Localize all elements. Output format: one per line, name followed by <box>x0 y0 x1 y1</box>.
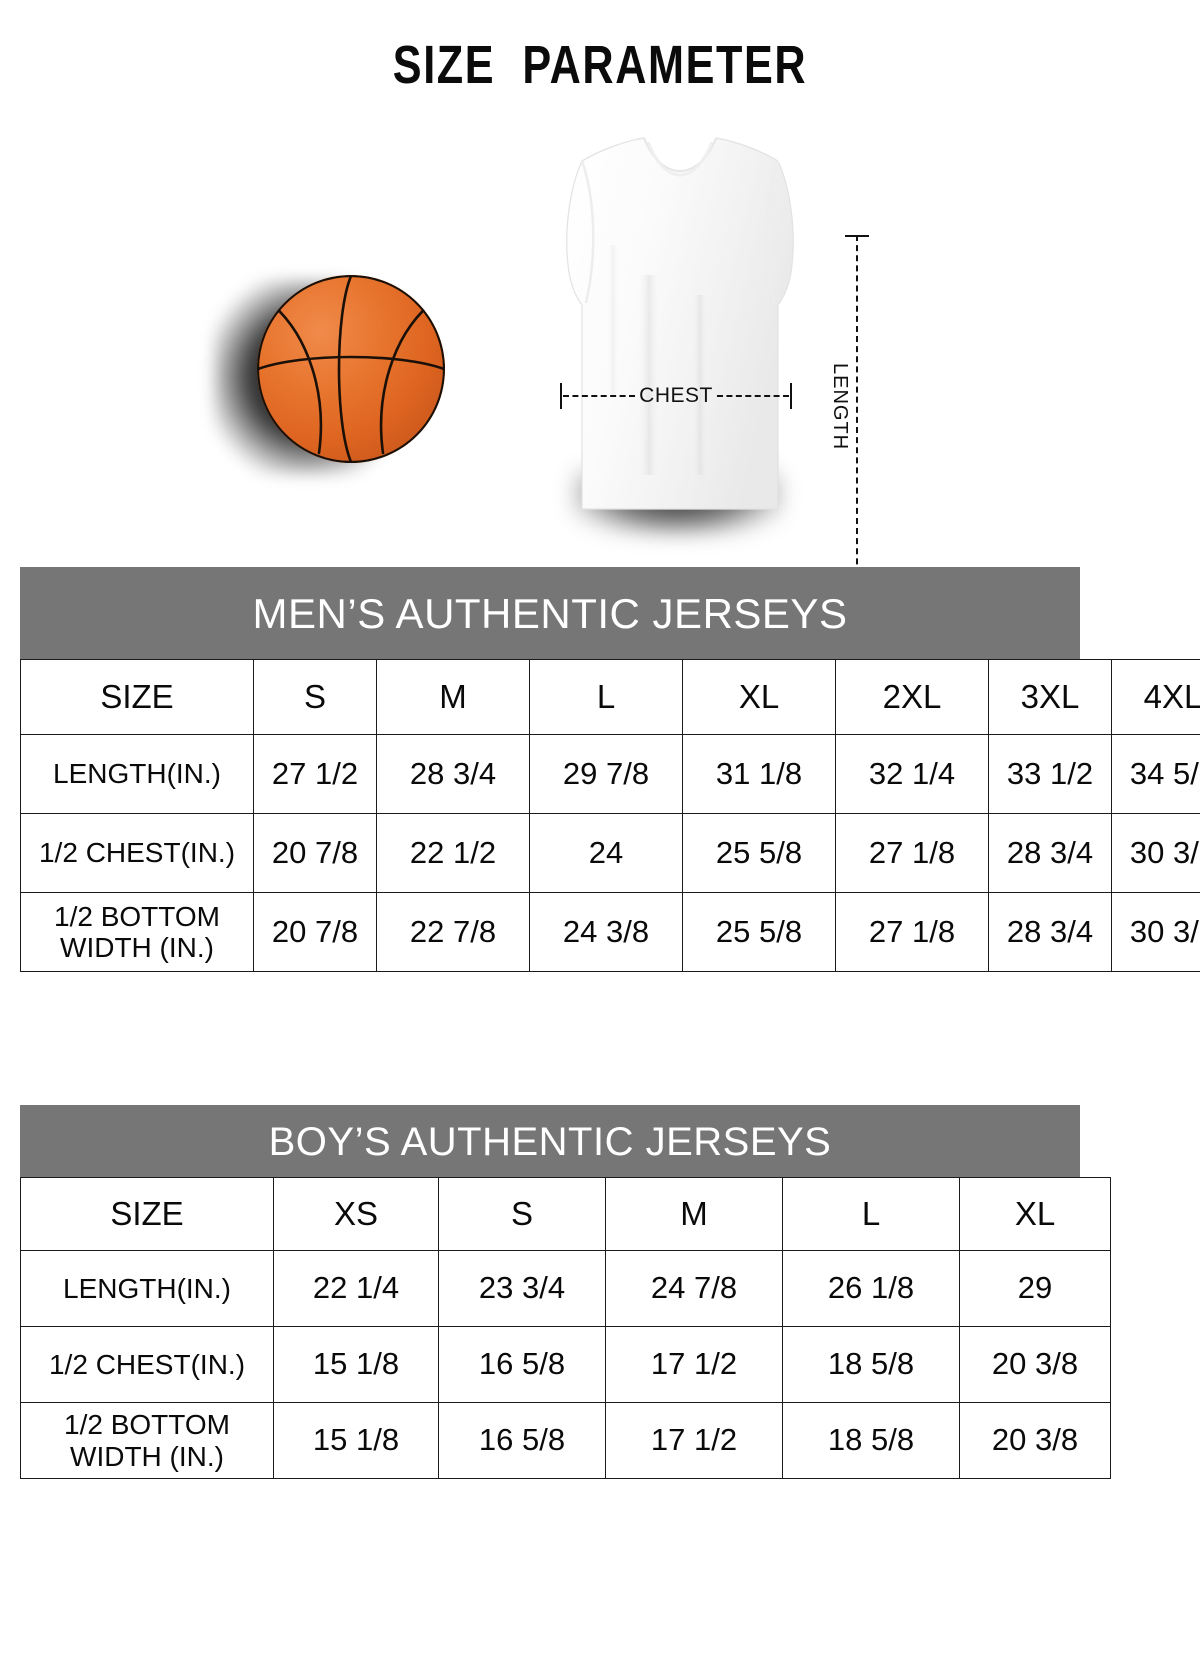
cell-bottom-2xl: 27 1/8 <box>835 892 989 972</box>
cell-bottom-3xl: 28 3/4 <box>988 892 1112 972</box>
column-header-xl: XL <box>959 1177 1111 1251</box>
basketball-seams-icon <box>257 275 445 463</box>
cell-bottom-s: 20 7/8 <box>253 892 377 972</box>
boys-size-table-block: BOY’S AUTHENTIC JERSEYS SIZE XS S M L XL… <box>20 1105 1111 1479</box>
row-label-line2: WIDTH (IN.) <box>70 1440 224 1472</box>
chest-label: CHEST <box>639 384 713 407</box>
cell-chest-m: 17 1/2 <box>605 1326 783 1403</box>
jersey-illustration <box>540 125 820 537</box>
column-header-m: M <box>376 659 530 735</box>
cell-chest-xl: 20 3/8 <box>959 1326 1111 1403</box>
boys-size-table: SIZE XS S M L XL LENGTH(IN.) 22 1/4 23 3… <box>20 1177 1111 1479</box>
cell-chest-s: 20 7/8 <box>253 813 377 893</box>
cell-bottom-m: 22 7/8 <box>376 892 530 972</box>
cell-length-xl: 31 1/8 <box>682 734 836 814</box>
chest-measurement: CHEST <box>560 380 792 412</box>
cell-length-xs: 22 1/4 <box>273 1250 439 1327</box>
cell-length-4xl: 34 5/8 <box>1111 734 1200 814</box>
cell-chest-xs: 15 1/8 <box>273 1326 439 1403</box>
column-header-size: SIZE <box>20 659 254 735</box>
column-header-s: S <box>438 1177 606 1251</box>
column-header-s: S <box>253 659 377 735</box>
cell-length-s: 27 1/2 <box>253 734 377 814</box>
basketball <box>257 275 445 463</box>
cell-length-m: 28 3/4 <box>376 734 530 814</box>
cell-bottom-4xl: 30 3/8 <box>1111 892 1200 972</box>
column-header-4xl: 4XL <box>1111 659 1200 735</box>
column-header-m: M <box>605 1177 783 1251</box>
row-label-length: LENGTH(IN.) <box>20 1250 274 1327</box>
chest-dash-right <box>717 395 789 397</box>
column-header-2xl: 2XL <box>835 659 989 735</box>
boys-table-heading: BOY’S AUTHENTIC JERSEYS <box>20 1105 1080 1177</box>
cell-bottom-l: 24 3/8 <box>529 892 683 972</box>
column-header-l: L <box>529 659 683 735</box>
cell-length-m: 24 7/8 <box>605 1250 783 1327</box>
column-header-l: L <box>782 1177 960 1251</box>
cell-bottom-xs: 15 1/8 <box>273 1402 439 1479</box>
table-row: LENGTH(IN.) 22 1/4 23 3/4 24 7/8 26 1/8 … <box>20 1250 1111 1327</box>
chest-dash-left <box>563 395 635 397</box>
column-header-3xl: 3XL <box>988 659 1112 735</box>
cell-length-l: 29 7/8 <box>529 734 683 814</box>
cell-length-l: 26 1/8 <box>782 1250 960 1327</box>
table-row: 1/2 CHEST(IN.) 15 1/8 16 5/8 17 1/2 18 5… <box>20 1326 1111 1403</box>
column-header-size: SIZE <box>20 1177 274 1251</box>
row-label-length: LENGTH(IN.) <box>20 734 254 814</box>
cell-chest-l: 18 5/8 <box>782 1326 960 1403</box>
row-label-half-bottom-width: 1/2 BOTTOM WIDTH (IN.) <box>20 892 254 972</box>
cell-chest-4xl: 30 3/8 <box>1111 813 1200 893</box>
cell-length-3xl: 33 1/2 <box>988 734 1112 814</box>
table-header-row: SIZE XS S M L XL <box>20 1177 1111 1251</box>
mens-table-heading: MEN’S AUTHENTIC JERSEYS <box>20 567 1080 659</box>
mens-size-table-block: MEN’S AUTHENTIC JERSEYS SIZE S M L XL 2X… <box>20 567 1200 972</box>
column-header-xs: XS <box>273 1177 439 1251</box>
cell-length-s: 23 3/4 <box>438 1250 606 1327</box>
cell-length-2xl: 32 1/4 <box>835 734 989 814</box>
cell-chest-2xl: 27 1/8 <box>835 813 989 893</box>
cell-chest-xl: 25 5/8 <box>682 813 836 893</box>
table-header-row: SIZE S M L XL 2XL 3XL 4XL <box>20 659 1200 735</box>
row-label-line1: 1/2 BOTTOM <box>64 1409 230 1441</box>
table-row: LENGTH(IN.) 27 1/2 28 3/4 29 7/8 31 1/8 … <box>20 734 1200 814</box>
jersey-icon <box>566 137 794 510</box>
cell-length-xl: 29 <box>959 1250 1111 1327</box>
length-dash-line <box>856 235 858 625</box>
row-label-line2: WIDTH (IN.) <box>60 932 214 963</box>
chest-endcap-right <box>790 383 792 409</box>
table-row: 1/2 CHEST(IN.) 20 7/8 22 1/2 24 25 5/8 2… <box>20 813 1200 893</box>
table-row: 1/2 BOTTOM WIDTH (IN.) 15 1/8 16 5/8 17 … <box>20 1402 1111 1479</box>
cell-chest-m: 22 1/2 <box>376 813 530 893</box>
row-label-half-chest: 1/2 CHEST(IN.) <box>20 1326 274 1403</box>
chest-endcap-left <box>560 383 562 409</box>
column-header-xl: XL <box>682 659 836 735</box>
table-row: 1/2 BOTTOM WIDTH (IN.) 20 7/8 22 7/8 24 … <box>20 892 1200 972</box>
row-label-half-bottom-width: 1/2 BOTTOM WIDTH (IN.) <box>20 1402 274 1479</box>
cell-chest-l: 24 <box>529 813 683 893</box>
cell-bottom-l: 18 5/8 <box>782 1402 960 1479</box>
cell-bottom-m: 17 1/2 <box>605 1402 783 1479</box>
cell-bottom-xl: 20 3/8 <box>959 1402 1111 1479</box>
basketball-illustration <box>213 275 445 485</box>
cell-bottom-xl: 25 5/8 <box>682 892 836 972</box>
cell-chest-s: 16 5/8 <box>438 1326 606 1403</box>
page-title: SIZE PARAMETER <box>392 35 808 95</box>
mens-size-table: SIZE S M L XL 2XL 3XL 4XL LENGTH(IN.) 27… <box>20 659 1200 972</box>
row-label-half-chest: 1/2 CHEST(IN.) <box>20 813 254 893</box>
length-label: LENGTH <box>829 363 851 451</box>
cell-chest-3xl: 28 3/4 <box>988 813 1112 893</box>
product-illustration: CHEST LENGTH <box>0 110 1200 625</box>
row-label-line1: 1/2 BOTTOM <box>54 900 220 932</box>
cell-bottom-s: 16 5/8 <box>438 1402 606 1479</box>
